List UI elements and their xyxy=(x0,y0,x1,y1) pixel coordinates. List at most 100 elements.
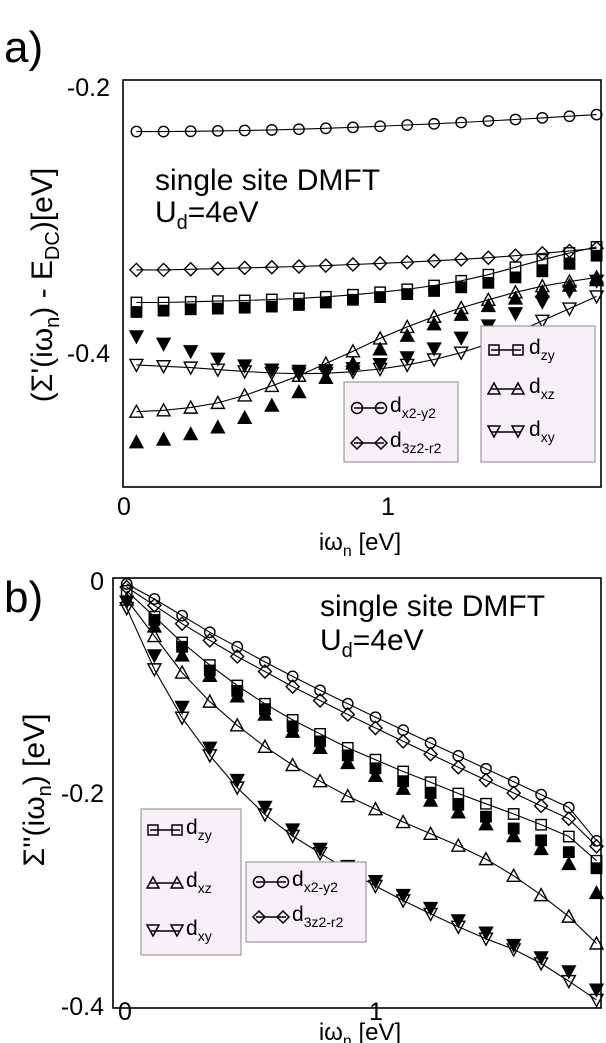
legend-a-left: dx2-y2 d3z2-r2 xyxy=(343,381,459,463)
data-point xyxy=(395,780,411,795)
data-point xyxy=(210,261,226,277)
data-point xyxy=(155,402,172,417)
data-point xyxy=(347,121,359,134)
data-point xyxy=(265,124,278,136)
data-point xyxy=(319,296,332,309)
data-point xyxy=(312,842,328,857)
data-point xyxy=(203,626,216,639)
data-point xyxy=(202,632,218,648)
data-point xyxy=(507,808,520,820)
data-point xyxy=(264,363,280,378)
series-xy-filled- xyxy=(128,274,605,379)
data-point xyxy=(506,938,522,954)
data-point xyxy=(318,364,334,379)
data-point xyxy=(590,834,603,847)
data-point xyxy=(184,125,197,138)
data-point xyxy=(367,874,384,890)
panel-a-label: a) xyxy=(4,23,43,72)
data-point xyxy=(264,259,280,275)
data-point xyxy=(130,306,143,318)
data-point xyxy=(155,431,172,446)
data-point xyxy=(211,302,224,315)
series-3z2-r2 xyxy=(128,240,605,278)
series-xz xyxy=(119,591,605,950)
data-point xyxy=(536,265,549,278)
data-point xyxy=(176,609,189,622)
data-point xyxy=(452,787,465,800)
data-point xyxy=(229,688,245,703)
data-point xyxy=(372,341,388,356)
data-point xyxy=(155,337,172,352)
data-point xyxy=(229,717,245,732)
data-point xyxy=(128,403,145,418)
data-point xyxy=(367,720,383,736)
data-point xyxy=(183,426,199,441)
data-point xyxy=(148,593,161,605)
data-point xyxy=(482,276,495,289)
data-point xyxy=(291,259,307,275)
data-point xyxy=(588,885,605,900)
data-point xyxy=(533,887,549,902)
ylabel-b: Σ''(iωn) [eV] xyxy=(18,714,56,867)
data-point xyxy=(534,314,551,329)
data-point xyxy=(312,739,328,755)
data-point xyxy=(284,757,301,772)
data-point xyxy=(562,830,575,843)
data-point xyxy=(293,123,305,136)
data-point xyxy=(395,733,411,749)
data-point xyxy=(155,360,172,375)
data-point xyxy=(422,825,439,841)
data-point xyxy=(428,285,440,297)
annotation-a-title: single site DMFT xyxy=(155,164,380,197)
data-point xyxy=(265,300,278,313)
data-point xyxy=(536,111,549,124)
data-point xyxy=(507,290,524,305)
data-point xyxy=(480,797,492,810)
data-point xyxy=(291,384,307,399)
data-point xyxy=(174,647,190,662)
data-point xyxy=(426,316,442,331)
panel-b-label: b) xyxy=(4,573,43,622)
data-point xyxy=(119,595,135,610)
data-point xyxy=(257,706,273,721)
legend-b-left: dzy dxz dxy xyxy=(140,808,242,956)
legend-a-square-icon xyxy=(488,344,524,356)
data-point xyxy=(367,767,384,782)
data-point xyxy=(128,330,145,345)
data-point xyxy=(561,908,577,923)
data-point xyxy=(372,255,388,271)
data-point xyxy=(563,257,576,270)
series-xz-filled- xyxy=(128,272,605,449)
data-point xyxy=(563,110,576,123)
data-point xyxy=(183,345,199,360)
data-point xyxy=(264,397,280,412)
ylabel-a: (Σ'(iωn) - EDC)[eV] xyxy=(26,168,64,402)
annotation-b-title: single site DMFT xyxy=(320,590,545,623)
plot-b: 0 -0.2 -0.4 0 1 iωn [eV] Σ''(iωn) [eV] s… xyxy=(18,568,605,1043)
data-point xyxy=(374,291,386,303)
data-point xyxy=(210,419,226,434)
plot-a: -0.2 -0.4 0 1 iωn [eV] (Σ'(iωn) - EDC)[e… xyxy=(26,74,605,560)
data-point xyxy=(478,851,494,866)
data-point xyxy=(229,648,245,664)
data-point xyxy=(478,772,494,788)
data-point xyxy=(374,120,386,133)
data-point xyxy=(319,122,332,135)
legend-b-triangle-down-icon xyxy=(145,924,185,938)
data-point xyxy=(450,759,466,775)
data-point xyxy=(318,258,334,274)
data-point xyxy=(455,116,468,129)
data-point xyxy=(422,792,439,807)
data-point xyxy=(450,837,466,852)
series-line xyxy=(136,114,597,133)
data-point xyxy=(128,358,145,373)
data-point xyxy=(506,785,522,801)
series-line xyxy=(136,246,597,304)
legend-a-triangle-up-icon xyxy=(486,381,526,395)
data-point xyxy=(238,124,251,137)
data-point xyxy=(453,251,469,267)
tick-a-y-top: -0.2 xyxy=(67,74,110,102)
data-point xyxy=(561,811,577,827)
data-point xyxy=(238,301,251,314)
tick-b-y-0: 0 xyxy=(90,568,104,596)
